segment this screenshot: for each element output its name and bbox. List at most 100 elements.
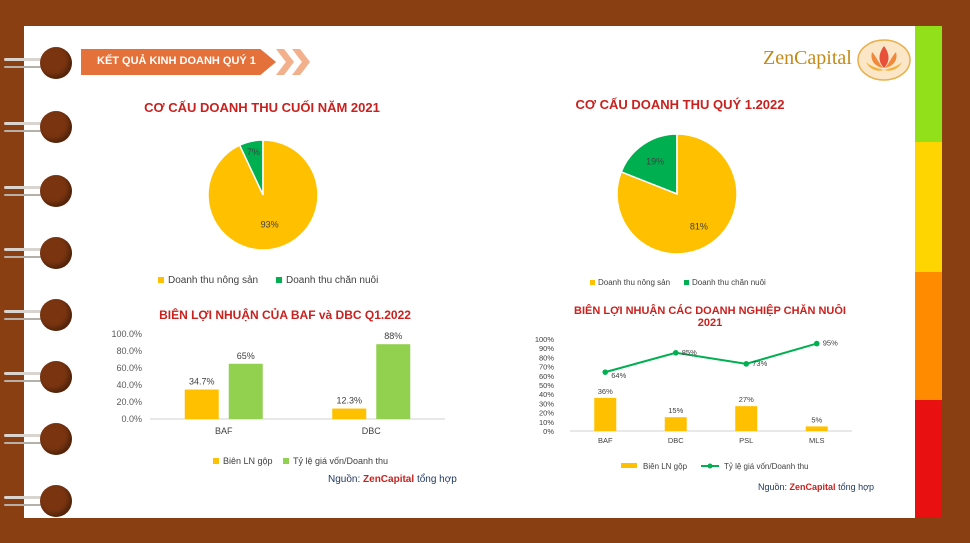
pie2-title: CƠ CẤU DOANH THU QUÝ 1.2022 — [575, 97, 785, 112]
source-brand: ZenCapital — [789, 482, 836, 492]
slide-page — [24, 26, 942, 518]
legend-label: Doanh thu nông sản — [168, 275, 258, 286]
source-suffix: tổng hợp — [838, 482, 875, 492]
x-category-label: PSL — [739, 436, 753, 445]
y-tick-label: 90% — [539, 344, 554, 353]
line-data-label: 64% — [611, 371, 626, 380]
line-data-label: 85% — [682, 348, 697, 357]
y-tick-label: 50% — [539, 381, 554, 390]
bar-data-label: 27% — [739, 395, 754, 404]
bar-data-label: 65% — [237, 351, 255, 361]
source-brand: ZenCapital — [363, 474, 415, 485]
pie1-chart: 7% 93% — [207, 139, 319, 251]
pie-data-label: 81% — [690, 221, 708, 231]
bar1-title: BIÊN LỢI NHUẬN CỦA BAF và DBC Q1.2022 — [159, 308, 411, 322]
pie-slice — [616, 133, 738, 255]
line-point — [672, 350, 679, 356]
source-note: Nguồn: ZenCapital tổng hợp — [328, 474, 457, 485]
y-tick-label: 30% — [539, 399, 554, 408]
y-tick-label: 60.0% — [116, 363, 142, 373]
legend-swatch-gold — [213, 458, 219, 464]
pie-data-label: 93% — [261, 220, 279, 230]
bar-data-label: 5% — [811, 415, 822, 424]
line-point — [602, 369, 609, 375]
tab-orange — [915, 272, 942, 400]
source-prefix: Nguồn: — [758, 482, 788, 492]
y-tick-label: 20% — [539, 409, 554, 418]
x-category-label: MLS — [809, 436, 824, 445]
legend-label: Tỷ lệ giá vốn/Doanh thu — [724, 462, 809, 471]
legend-swatch-green — [684, 280, 689, 285]
legend-swatch-gold — [590, 280, 595, 285]
x-category-label: BAF — [598, 436, 613, 445]
y-tick-label: 40.0% — [116, 380, 142, 390]
bar1-legend: Biên LN gộp Tỷ lệ giá vốn/Doanh thu — [213, 456, 388, 466]
y-tick-label: 40% — [539, 390, 554, 399]
line-point — [813, 340, 820, 347]
bar2-chart: 0%10%20%30%40%50%60%70%80%90%100% 36% BAF 1… — [535, 335, 852, 445]
legend-swatch-green — [276, 277, 282, 283]
x-category-label: BAF — [215, 426, 233, 436]
bar — [735, 406, 758, 431]
pie-data-label: 19% — [646, 157, 664, 167]
y-tick-label: 70% — [539, 363, 554, 372]
bar-data-label: 34.7% — [189, 377, 215, 387]
legend-marker — [707, 463, 713, 469]
legend-label: Tỷ lệ giá vốn/Doanh thu — [293, 456, 388, 466]
line-data-label: 95% — [823, 339, 838, 348]
line-series — [604, 342, 818, 374]
pie-slice — [207, 139, 319, 251]
source-prefix: Nguồn: — [328, 474, 361, 485]
y-tick-label: 80.0% — [116, 346, 142, 356]
bar2-legend: Biên LN gộp Tỷ lệ giá vốn/Doanh thu — [621, 462, 809, 471]
source-suffix: tổng hợp — [416, 474, 457, 485]
legend-label: Doanh thu chăn nuôi — [286, 275, 378, 286]
source-note: Nguồn: ZenCapital tổng hợp — [758, 482, 874, 492]
x-category-label: DBC — [362, 426, 382, 436]
pie2-chart: 19% 81% — [616, 133, 738, 255]
pie2-legend: Doanh thu nông sản Doanh thu chăn nuôi — [590, 278, 766, 287]
lotus-logo-icon — [857, 39, 911, 81]
side-color-tabs — [915, 26, 942, 518]
section-banner: KẾT QUẢ KINH DOANH QUÝ 1 — [81, 49, 276, 75]
bar — [664, 417, 687, 431]
tab-red — [915, 400, 942, 518]
y-tick-label: 10% — [539, 418, 554, 427]
legend-swatch-green — [283, 458, 289, 464]
y-tick-label: 100% — [535, 335, 555, 344]
bar-data-label: 12.3% — [336, 396, 362, 406]
bar — [332, 408, 367, 419]
pie1-title: CƠ CẤU DOANH THU CUỐI NĂM 2021 — [144, 100, 380, 115]
brand-logo-text: ZenCapital — [763, 47, 852, 69]
y-tick-label: 80% — [539, 353, 554, 362]
legend-label: Doanh thu nông sản — [598, 278, 670, 287]
pie1-legend: Doanh thu nông sản Doanh thu chăn nuôi — [158, 275, 378, 286]
bar-data-label: 36% — [598, 387, 613, 396]
pie-slice — [620, 133, 678, 196]
bar — [184, 389, 219, 419]
y-tick-label: 20.0% — [116, 397, 142, 407]
bar-data-label: 15% — [668, 406, 683, 415]
bar-data-label: 88% — [384, 331, 402, 341]
bar — [376, 344, 411, 419]
bar — [228, 363, 263, 419]
tab-yellow — [915, 142, 942, 272]
bar1-chart: 0.0% 20.0% 40.0% 60.0% 80.0% 100.0% 34.7% 65% BA… — [111, 329, 445, 436]
bar2-title: BIÊN LỢI NHUẬN CÁC DOANH NGHIỆP CHĂN NUÔ… — [574, 305, 846, 329]
legend-swatch-gold — [158, 277, 164, 283]
banner-title: KẾT QUẢ KINH DOANH QUÝ 1 — [97, 55, 256, 67]
bar — [805, 426, 828, 431]
y-tick-label: 0% — [543, 427, 554, 436]
line-point — [743, 361, 750, 367]
line-data-label: 73% — [752, 359, 767, 368]
legend-label: Biên LN gộp — [223, 456, 273, 466]
x-category-label: DBC — [668, 436, 684, 445]
pie-data-label: 7% — [247, 147, 260, 157]
legend-label: Biên LN gộp — [643, 462, 688, 471]
y-tick-label: 60% — [539, 372, 554, 381]
legend-label: Doanh thu chăn nuôi — [692, 278, 766, 287]
y-tick-label: 0.0% — [121, 414, 142, 424]
y-tick-label: 100.0% — [111, 329, 142, 339]
legend-swatch-gold — [621, 463, 637, 468]
tab-green — [915, 26, 942, 142]
